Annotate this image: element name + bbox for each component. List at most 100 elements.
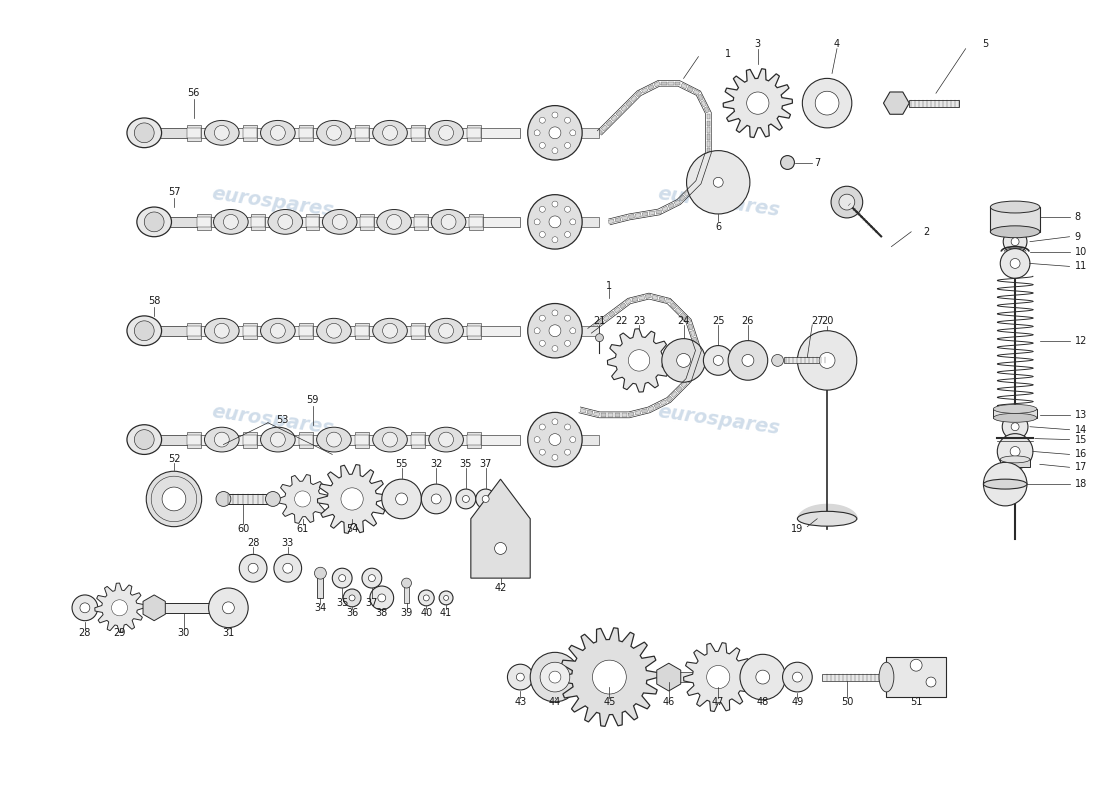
Circle shape	[728, 341, 768, 380]
Circle shape	[628, 350, 650, 371]
Text: 35: 35	[460, 459, 472, 470]
Text: 21: 21	[593, 316, 606, 326]
Circle shape	[549, 216, 561, 228]
Circle shape	[1003, 230, 1027, 254]
Ellipse shape	[223, 214, 239, 230]
Text: 43: 43	[514, 697, 527, 707]
Ellipse shape	[528, 106, 582, 160]
Text: 48: 48	[757, 697, 769, 707]
Bar	[693, 90, 700, 95]
Bar	[641, 409, 648, 414]
Bar	[154, 326, 520, 336]
Circle shape	[564, 315, 571, 321]
Ellipse shape	[441, 214, 456, 230]
Circle shape	[377, 594, 386, 602]
Ellipse shape	[322, 210, 358, 234]
Bar	[656, 210, 662, 214]
Bar	[306, 217, 319, 227]
Bar	[667, 396, 672, 402]
Circle shape	[549, 325, 561, 337]
Circle shape	[283, 563, 293, 573]
Bar	[706, 127, 711, 133]
Ellipse shape	[528, 412, 582, 466]
Circle shape	[339, 574, 345, 582]
Text: 27: 27	[811, 316, 824, 326]
Bar	[822, 674, 881, 681]
Ellipse shape	[528, 303, 582, 358]
Text: 50: 50	[840, 697, 854, 707]
Circle shape	[676, 354, 691, 367]
Ellipse shape	[278, 214, 293, 230]
Ellipse shape	[439, 323, 453, 338]
Bar	[154, 128, 520, 138]
Bar	[355, 128, 368, 138]
Bar	[704, 154, 710, 161]
Circle shape	[370, 586, 394, 610]
Text: 49: 49	[791, 697, 803, 707]
Bar	[697, 174, 703, 181]
Circle shape	[72, 595, 98, 621]
Polygon shape	[723, 69, 792, 138]
Text: 28: 28	[246, 538, 260, 549]
Circle shape	[443, 595, 449, 600]
Ellipse shape	[332, 214, 348, 230]
Bar	[641, 88, 648, 93]
Ellipse shape	[327, 323, 341, 338]
Circle shape	[539, 315, 546, 321]
Ellipse shape	[383, 126, 397, 140]
Bar	[160, 434, 189, 445]
Circle shape	[341, 488, 363, 510]
Circle shape	[530, 652, 580, 702]
Circle shape	[476, 489, 496, 509]
Bar	[606, 120, 613, 126]
Bar	[628, 214, 635, 218]
Bar	[355, 323, 368, 338]
Bar	[666, 298, 672, 303]
Circle shape	[552, 237, 558, 242]
Text: 40: 40	[420, 608, 432, 618]
Bar	[355, 432, 368, 447]
Text: 13: 13	[1075, 410, 1087, 420]
Text: 42: 42	[494, 583, 507, 593]
Circle shape	[421, 484, 451, 514]
Circle shape	[362, 568, 382, 588]
Ellipse shape	[214, 126, 229, 140]
Text: 25: 25	[712, 316, 725, 326]
Bar	[694, 180, 701, 186]
Bar	[243, 434, 256, 445]
Bar	[676, 386, 682, 393]
Ellipse shape	[528, 194, 582, 249]
Bar	[648, 406, 654, 411]
Bar	[154, 434, 520, 445]
Circle shape	[593, 660, 626, 694]
Bar	[404, 583, 409, 603]
Circle shape	[772, 354, 783, 366]
Bar	[684, 190, 691, 197]
Circle shape	[424, 595, 429, 601]
Ellipse shape	[205, 427, 239, 452]
Bar	[251, 217, 265, 227]
Ellipse shape	[261, 318, 295, 343]
Circle shape	[249, 563, 258, 573]
Bar	[299, 434, 312, 445]
Circle shape	[111, 600, 128, 616]
Bar	[243, 323, 256, 338]
Circle shape	[552, 112, 558, 118]
Bar	[662, 206, 668, 212]
Ellipse shape	[214, 432, 229, 447]
Circle shape	[456, 489, 476, 509]
Polygon shape	[883, 92, 910, 114]
Text: 22: 22	[615, 316, 627, 326]
Polygon shape	[560, 628, 659, 726]
Bar	[469, 217, 483, 227]
Text: 23: 23	[632, 316, 646, 326]
Bar	[187, 434, 200, 445]
Circle shape	[839, 194, 855, 210]
Text: 47: 47	[712, 697, 725, 707]
Circle shape	[539, 142, 546, 148]
Bar	[668, 203, 674, 209]
Text: 41: 41	[440, 608, 452, 618]
Circle shape	[570, 130, 575, 136]
Text: 14: 14	[1075, 425, 1087, 434]
Text: 39: 39	[400, 608, 412, 618]
